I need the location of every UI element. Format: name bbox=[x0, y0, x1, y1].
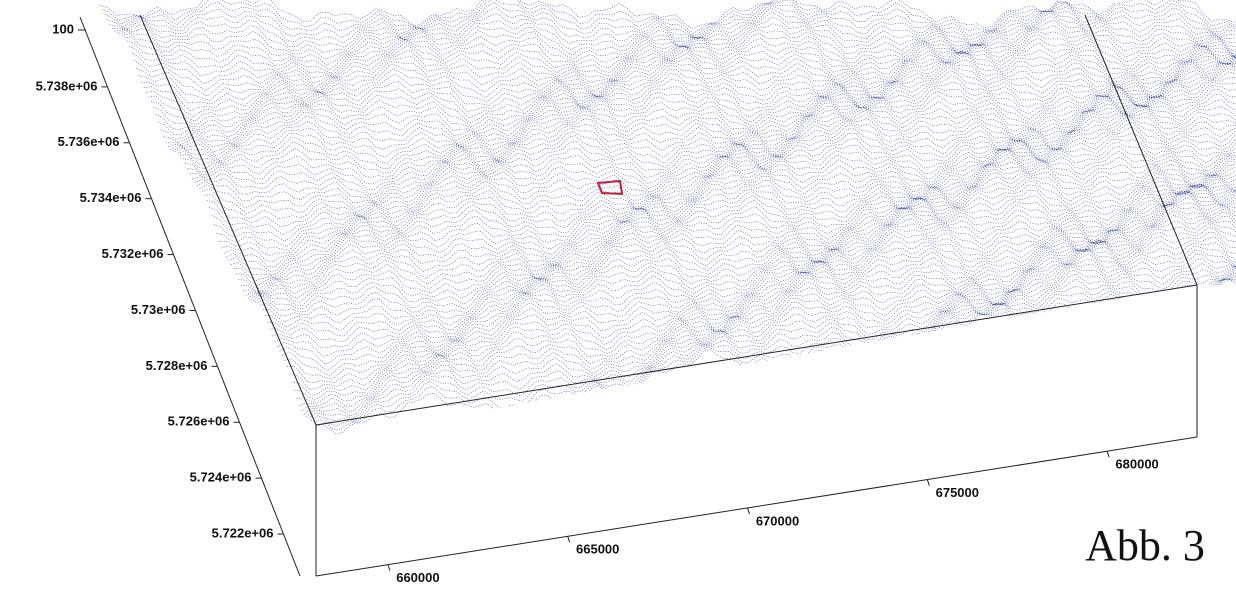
terrain-line bbox=[156, 63, 1236, 132]
terrain-line bbox=[219, 165, 1236, 256]
terrain-line bbox=[107, 2, 1236, 40]
terrain-line bbox=[173, 89, 1236, 159]
y-tick-label: 5.73e+06 bbox=[131, 302, 186, 317]
terrain-line bbox=[263, 207, 1236, 325]
terrain-line bbox=[141, 53, 1236, 104]
terrain-line bbox=[251, 192, 1236, 303]
y-tick-label: 5.738e+06 bbox=[36, 78, 98, 93]
terrain-line bbox=[151, 63, 1236, 124]
terrain-line bbox=[236, 184, 1236, 286]
terrain-line bbox=[149, 61, 1236, 121]
terrain-line bbox=[117, 13, 1236, 59]
terrain-line bbox=[221, 168, 1236, 263]
terrain-line bbox=[132, 38, 1236, 83]
z-tick-label: 100 bbox=[52, 21, 74, 36]
x-tick bbox=[748, 508, 750, 514]
terrain-line bbox=[255, 198, 1236, 309]
terrain-line bbox=[197, 123, 1236, 203]
terrain-line bbox=[248, 191, 1236, 299]
annotation: Abb. 3 bbox=[1085, 521, 1205, 570]
terrain-line bbox=[146, 59, 1236, 117]
terrain-line bbox=[180, 106, 1236, 174]
terrain-line bbox=[214, 157, 1236, 246]
box-edge bbox=[1085, 15, 1197, 285]
terrain-line bbox=[190, 116, 1236, 195]
terrain-line bbox=[105, 0, 1236, 36]
x-tick-label: 675000 bbox=[936, 485, 979, 500]
terrain-line bbox=[110, 5, 1236, 43]
terrain-line bbox=[209, 146, 1236, 235]
y-tick-label: 5.732e+06 bbox=[102, 246, 164, 261]
x-tick bbox=[927, 480, 929, 486]
terrain-line bbox=[309, 276, 1236, 420]
terrain-line bbox=[226, 175, 1236, 272]
terrain-line bbox=[292, 259, 1236, 396]
terrain-line bbox=[139, 51, 1236, 100]
y-tick-label: 5.724e+06 bbox=[190, 470, 252, 485]
x-tick bbox=[388, 565, 390, 571]
y-tick-label: 5.726e+06 bbox=[168, 414, 230, 429]
terrain-line bbox=[287, 250, 1236, 383]
y-tick-label: 5.734e+06 bbox=[80, 190, 142, 205]
y-tick-label: 5.722e+06 bbox=[212, 526, 274, 541]
y-tick-label: 5.736e+06 bbox=[58, 134, 120, 149]
terrain-line bbox=[195, 120, 1236, 201]
terrain-line bbox=[175, 94, 1236, 163]
terrain-line bbox=[161, 68, 1236, 141]
terrain-line bbox=[200, 127, 1236, 208]
terrain-line bbox=[297, 266, 1236, 403]
terrain-line bbox=[224, 172, 1236, 267]
terrain-line bbox=[129, 34, 1236, 78]
terrain-line bbox=[183, 106, 1236, 177]
terrain-line bbox=[166, 78, 1236, 147]
terrain-line bbox=[102, 0, 1236, 33]
terrain-line bbox=[217, 162, 1236, 250]
x-tick bbox=[568, 536, 570, 542]
x-tick-label: 670000 bbox=[756, 513, 799, 528]
terrain-line bbox=[277, 232, 1236, 364]
x-tick-label: 680000 bbox=[1115, 457, 1158, 472]
box-edge bbox=[316, 437, 1197, 576]
terrain-line bbox=[144, 56, 1236, 111]
terrain-line bbox=[170, 85, 1236, 156]
terrain-line bbox=[241, 187, 1236, 291]
terrain-line bbox=[301, 268, 1236, 412]
terrain-line bbox=[314, 279, 1236, 430]
terrain-line bbox=[304, 270, 1236, 416]
box-edge bbox=[316, 285, 1197, 425]
terrain-line bbox=[202, 133, 1236, 214]
terrain-line bbox=[207, 142, 1236, 227]
box bbox=[80, 15, 1197, 576]
terrain-line bbox=[275, 227, 1236, 356]
terrain-line bbox=[119, 16, 1236, 65]
x-tick bbox=[1107, 451, 1109, 457]
y-tick-label: 5.728e+06 bbox=[146, 358, 208, 373]
x-tick-label: 665000 bbox=[576, 542, 619, 557]
terrain-line bbox=[136, 49, 1236, 96]
chart: Abb. 3 660000 665000 670000 675000 680000 5.7… bbox=[0, 0, 1236, 592]
y-axis-line bbox=[80, 17, 300, 576]
terrain-line bbox=[178, 100, 1236, 169]
terrain-line bbox=[270, 221, 1236, 341]
x-tick-label: 660000 bbox=[396, 570, 439, 585]
terrain-line bbox=[122, 20, 1236, 70]
